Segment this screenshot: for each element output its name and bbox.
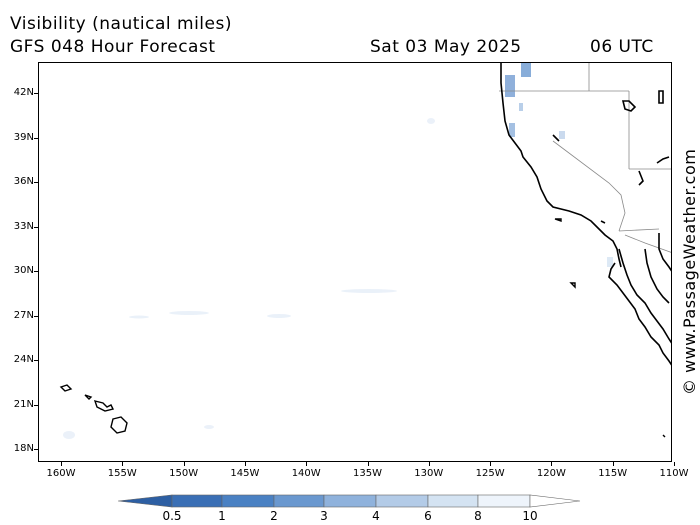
longitude-label: 135W — [353, 468, 382, 479]
latitude-tick — [34, 182, 38, 183]
latitude-tick — [34, 93, 38, 94]
longitude-label: 160W — [46, 468, 76, 479]
latitude-label: 39N — [13, 131, 34, 143]
longitude-tick — [306, 462, 308, 466]
latitude-tick — [34, 449, 38, 450]
map-title: Visibility (nautical miles) — [10, 14, 232, 34]
latitude-tick — [34, 404, 38, 406]
latitude-label: 18N — [13, 443, 34, 454]
map-panel — [38, 62, 672, 462]
color-scale-max-arrow — [529, 494, 581, 508]
color-scale-label: 4 — [372, 509, 380, 523]
color-scale-segment — [427, 494, 479, 508]
latitude-tick — [34, 315, 38, 317]
latitude-tick — [34, 226, 38, 228]
longitude-label: 110W — [659, 468, 689, 479]
color-scale-min-arrow — [118, 494, 173, 508]
longitude-label: 125W — [475, 468, 505, 479]
color-scale-segment — [221, 494, 275, 508]
map-canvas — [59, 63, 671, 439]
latitude-label: 21N — [13, 398, 34, 410]
color-scale-label: 10 — [522, 509, 538, 523]
longitude-tick — [612, 462, 614, 466]
latitude-label: 30N — [13, 265, 34, 276]
longitude-label: 150W — [169, 468, 199, 479]
fog-patches — [505, 63, 613, 267]
islands — [59, 218, 666, 438]
color-scale-segment — [477, 494, 531, 508]
color-scale-label: 3 — [320, 509, 328, 523]
color-scale-segment — [323, 494, 377, 508]
longitude-tick — [183, 462, 185, 466]
color-scale-label: 6 — [424, 509, 432, 523]
longitude-label: 120W — [536, 468, 566, 479]
forecast-time: 06 UTC — [590, 37, 654, 57]
longitude-tick — [122, 462, 124, 466]
forecast-date: Sat 03 May 2025 — [370, 37, 522, 57]
color-scale-label: 1 — [218, 509, 226, 523]
latitude-tick — [34, 137, 38, 139]
longitude-tick — [674, 462, 675, 466]
longitude-label: 140W — [291, 468, 321, 479]
latitude-label: 36N — [13, 176, 34, 187]
visibility-color-scale — [118, 494, 581, 508]
longitude-tick — [61, 462, 62, 466]
visibility-patches — [63, 118, 435, 439]
color-scale-label: 8 — [474, 509, 482, 523]
latitude-label: 42N — [13, 87, 34, 98]
latitude-label: 27N — [13, 309, 34, 321]
latitude-label: 24N — [13, 354, 34, 365]
color-scale-segment — [375, 494, 429, 508]
latitude-tick — [34, 360, 38, 361]
longitude-label: 155W — [107, 468, 137, 479]
color-scale-label: 2 — [270, 509, 278, 523]
political-borders — [499, 63, 671, 253]
color-scale-segment — [273, 494, 325, 508]
longitude-tick — [490, 462, 492, 466]
longitude-label: 115W — [598, 468, 628, 479]
longitude-tick — [428, 462, 430, 466]
coastline — [500, 63, 671, 366]
longitude-label: 130W — [414, 468, 444, 479]
color-scale-label: 0.5 — [162, 509, 182, 523]
forecast-model-label: GFS 048 Hour Forecast — [10, 37, 216, 57]
longitude-tick — [244, 462, 246, 466]
longitude-label: 145W — [230, 468, 260, 479]
color-scale-segment — [171, 494, 223, 508]
longitude-tick — [367, 462, 369, 466]
longitude-tick — [551, 462, 553, 466]
latitude-label: 33N — [13, 220, 34, 232]
credit-text: © www.PassageWeather.com — [680, 148, 699, 395]
latitude-tick — [34, 271, 38, 272]
